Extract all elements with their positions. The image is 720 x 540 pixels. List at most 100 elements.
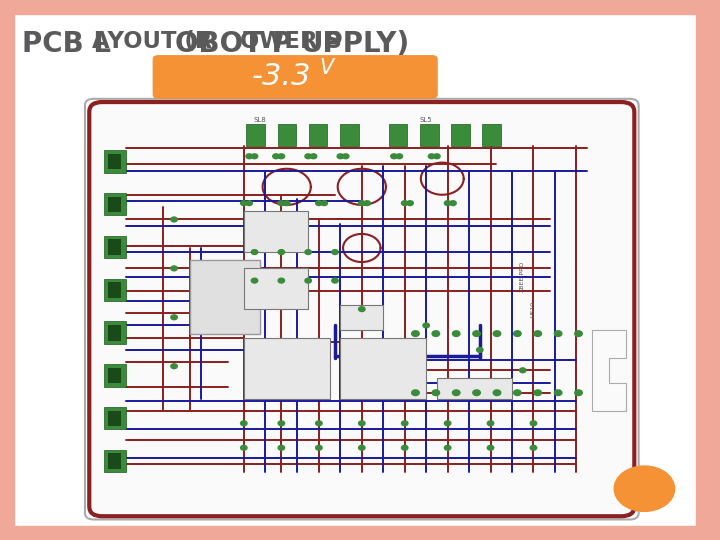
Circle shape: [444, 421, 451, 426]
Text: V: V: [319, 58, 333, 78]
Polygon shape: [593, 329, 626, 411]
Circle shape: [530, 421, 536, 426]
Circle shape: [305, 249, 311, 254]
Bar: [420, 124, 438, 146]
Circle shape: [171, 266, 177, 271]
Circle shape: [171, 364, 177, 369]
Bar: [246, 124, 265, 146]
Circle shape: [554, 390, 562, 395]
Circle shape: [477, 348, 483, 352]
Circle shape: [359, 201, 365, 206]
Circle shape: [359, 421, 365, 426]
Circle shape: [513, 331, 521, 336]
Text: US10: US10: [531, 301, 536, 317]
Circle shape: [530, 446, 536, 450]
Circle shape: [278, 201, 284, 206]
Bar: [389, 124, 408, 146]
Bar: [451, 124, 469, 146]
Circle shape: [332, 249, 338, 254]
Circle shape: [450, 201, 456, 206]
Circle shape: [240, 201, 247, 206]
Circle shape: [428, 154, 435, 159]
Bar: [244, 268, 308, 309]
Circle shape: [423, 323, 429, 328]
Bar: [278, 124, 297, 146]
Bar: [108, 282, 122, 298]
Circle shape: [273, 154, 279, 159]
Circle shape: [534, 331, 541, 336]
Bar: [108, 410, 122, 426]
Circle shape: [359, 307, 365, 312]
Circle shape: [493, 390, 500, 395]
Bar: [104, 321, 126, 344]
Circle shape: [614, 466, 675, 511]
Circle shape: [473, 331, 480, 336]
Bar: [341, 338, 426, 399]
Bar: [108, 239, 122, 255]
Text: SL5: SL5: [420, 117, 433, 123]
Circle shape: [534, 390, 541, 395]
Text: AYOUT (R: AYOUT (R: [92, 30, 212, 53]
Bar: [0, 0, 720, 14]
Circle shape: [251, 154, 258, 159]
Bar: [108, 368, 122, 383]
Circle shape: [171, 315, 177, 320]
Bar: [104, 236, 126, 258]
Bar: [0, 526, 720, 540]
FancyBboxPatch shape: [89, 102, 634, 516]
Circle shape: [412, 390, 419, 395]
Circle shape: [337, 154, 343, 159]
Circle shape: [402, 446, 408, 450]
Circle shape: [251, 278, 258, 283]
Bar: [104, 150, 126, 173]
Bar: [108, 154, 122, 170]
Bar: [104, 193, 126, 215]
Bar: [108, 325, 122, 341]
Circle shape: [284, 201, 290, 206]
Bar: [104, 364, 126, 387]
Bar: [244, 211, 308, 252]
Circle shape: [513, 390, 521, 395]
Text: SL8: SL8: [253, 117, 266, 123]
Circle shape: [332, 278, 338, 283]
Circle shape: [305, 154, 311, 159]
Circle shape: [251, 249, 258, 254]
Circle shape: [493, 331, 500, 336]
Circle shape: [487, 446, 494, 450]
Circle shape: [554, 331, 562, 336]
Circle shape: [487, 421, 494, 426]
Circle shape: [321, 201, 328, 206]
Circle shape: [315, 201, 322, 206]
Circle shape: [520, 368, 526, 373]
Circle shape: [396, 154, 402, 159]
Circle shape: [452, 390, 460, 395]
FancyBboxPatch shape: [153, 55, 438, 99]
Circle shape: [305, 278, 311, 283]
Circle shape: [278, 249, 284, 254]
Bar: [482, 124, 500, 146]
Text: PCB L: PCB L: [22, 30, 111, 58]
Circle shape: [246, 201, 253, 206]
Circle shape: [432, 331, 440, 336]
Bar: [190, 260, 260, 334]
Circle shape: [315, 446, 322, 450]
Bar: [104, 407, 126, 429]
Bar: [341, 305, 383, 329]
Bar: [108, 454, 122, 469]
Circle shape: [473, 390, 480, 395]
Circle shape: [433, 154, 440, 159]
FancyBboxPatch shape: [85, 99, 639, 519]
Circle shape: [278, 154, 284, 159]
Circle shape: [278, 446, 284, 450]
Circle shape: [171, 217, 177, 222]
Circle shape: [278, 421, 284, 426]
Circle shape: [310, 154, 317, 159]
Circle shape: [444, 201, 451, 206]
Circle shape: [278, 278, 284, 283]
Circle shape: [412, 331, 419, 336]
Circle shape: [391, 154, 397, 159]
Circle shape: [402, 201, 408, 206]
Bar: [309, 124, 328, 146]
Circle shape: [575, 331, 582, 336]
Circle shape: [240, 421, 247, 426]
